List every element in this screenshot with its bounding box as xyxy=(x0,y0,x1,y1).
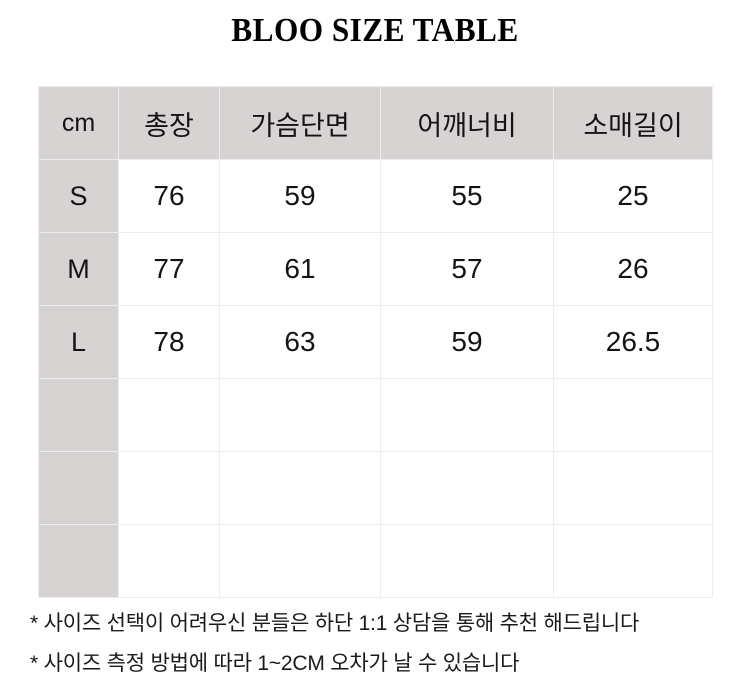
note-line-consultation: * 사이즈 선택이 어려우신 분들은 하단 1:1 상담을 통해 추천 해드립니… xyxy=(30,612,640,635)
cell-empty xyxy=(380,378,554,452)
column-header-chest-width: 가슴단면 xyxy=(219,86,381,160)
cell-empty xyxy=(118,524,220,598)
column-header-shoulder-width: 어깨너비 xyxy=(380,86,554,160)
cell-s-total-length: 76 xyxy=(118,159,220,233)
size-label-l: L xyxy=(38,305,119,379)
cell-m-chest-width: 61 xyxy=(219,232,381,306)
cell-l-sleeve-length: 26.5 xyxy=(553,305,713,379)
cell-s-shoulder-width: 55 xyxy=(380,159,554,233)
size-label-empty xyxy=(38,524,119,598)
table-row: S 76 59 55 25 xyxy=(38,159,713,233)
cell-s-sleeve-length: 25 xyxy=(553,159,713,233)
column-header-sleeve-length: 소매길이 xyxy=(553,86,713,160)
cell-empty xyxy=(118,378,220,452)
size-label-s: S xyxy=(38,159,119,233)
cell-empty xyxy=(553,524,713,598)
column-header-total-length: 총장 xyxy=(118,86,220,160)
cell-empty xyxy=(380,524,554,598)
size-label-m: M xyxy=(38,232,119,306)
cell-m-shoulder-width: 57 xyxy=(380,232,554,306)
table-row-empty xyxy=(38,378,713,452)
size-table-container: cm 총장 가슴단면 어깨너비 소매길이 S 76 59 55 25 M 77 … xyxy=(38,86,713,598)
size-label-empty xyxy=(38,378,119,452)
cell-empty xyxy=(553,451,713,525)
cell-s-chest-width: 59 xyxy=(219,159,381,233)
table-row: L 78 63 59 26.5 xyxy=(38,305,713,379)
table-header-row: cm 총장 가슴단면 어깨너비 소매길이 xyxy=(38,86,713,160)
page-title: BLOO SIZE TABLE xyxy=(231,12,519,49)
cell-l-total-length: 78 xyxy=(118,305,220,379)
size-table-notes: * 사이즈 선택이 어려우신 분들은 하단 1:1 상담을 통해 추천 해드립니… xyxy=(30,604,730,684)
cell-m-sleeve-length: 26 xyxy=(553,232,713,306)
cell-empty xyxy=(380,451,554,525)
table-row-empty xyxy=(38,524,713,598)
table-row-empty xyxy=(38,451,713,525)
size-table: cm 총장 가슴단면 어깨너비 소매길이 S 76 59 55 25 M 77 … xyxy=(38,86,713,598)
note-line-tolerance: * 사이즈 측정 방법에 따라 1~2CM 오차가 날 수 있습니다 xyxy=(30,652,520,675)
column-header-unit: cm xyxy=(38,86,119,160)
cell-empty xyxy=(553,378,713,452)
cell-empty xyxy=(219,524,381,598)
table-row: M 77 61 57 26 xyxy=(38,232,713,306)
cell-empty xyxy=(118,451,220,525)
cell-empty xyxy=(219,378,381,452)
cell-l-chest-width: 63 xyxy=(219,305,381,379)
cell-empty xyxy=(219,451,381,525)
size-label-empty xyxy=(38,451,119,525)
cell-l-shoulder-width: 59 xyxy=(380,305,554,379)
cell-m-total-length: 77 xyxy=(118,232,220,306)
